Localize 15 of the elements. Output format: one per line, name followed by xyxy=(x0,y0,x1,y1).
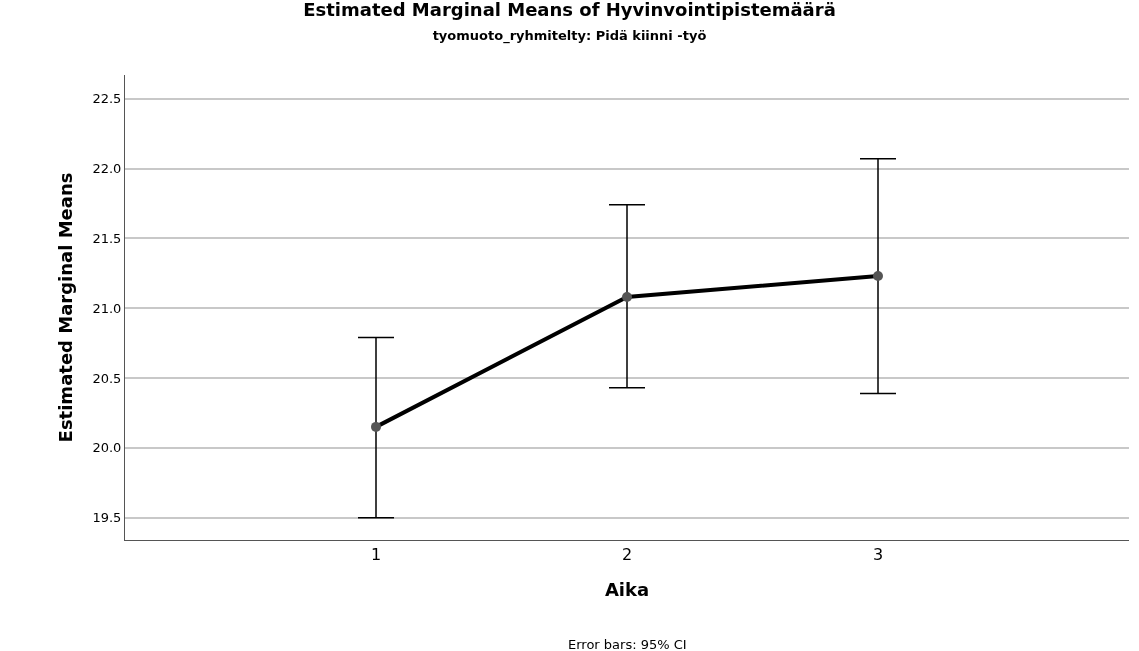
x-axis-title: Aika xyxy=(604,579,650,601)
x-tick-label: 2 xyxy=(621,545,633,565)
y-tick-label: 21.5 xyxy=(92,230,122,246)
chart-subtitle: tyomuoto_ryhmitelty: Pidä kiinni -työ xyxy=(432,27,707,44)
y-tick-label: 19.5 xyxy=(92,510,122,526)
y-tick-label: 20.5 xyxy=(92,370,122,386)
y-tick-label: 20.0 xyxy=(92,440,122,456)
chart-title: Estimated Marginal Means of Hyvinvointipistemäärä xyxy=(303,0,836,21)
y-tick-label: 21.0 xyxy=(92,300,122,316)
text: Error bars: 95% CI xyxy=(568,637,687,651)
y-axis-title: Estimated Marginal Means xyxy=(54,172,76,443)
x-tick-label: 3 xyxy=(872,545,884,565)
x-tick-label: 1 xyxy=(370,545,382,565)
y-tick-label: 22.0 xyxy=(92,161,122,177)
y-tick-label: 22.5 xyxy=(92,91,122,107)
